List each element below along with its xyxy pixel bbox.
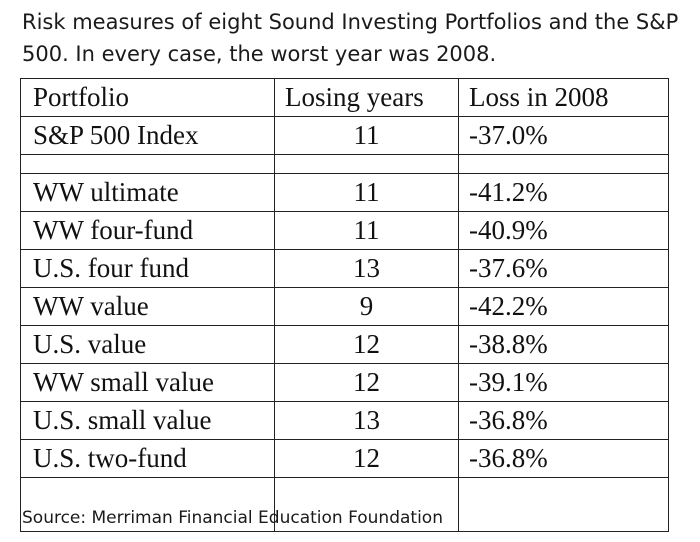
risk-measures-table: Portfolio Losing years Loss in 2008 S&P … <box>20 78 669 532</box>
losing-years-value: 12 <box>274 325 459 364</box>
loss-2008-value: -42.2% <box>458 287 669 326</box>
empty-cell <box>274 477 459 532</box>
portfolio-name: WW small value <box>20 363 275 402</box>
losing-years-value: 13 <box>274 401 459 440</box>
empty-cell <box>458 477 669 532</box>
table-caption: Risk measures of eight Sound Investing P… <box>22 10 679 66</box>
empty-cell <box>20 477 275 532</box>
loss-2008-value: -41.2% <box>458 173 669 212</box>
losing-years-value: 9 <box>274 287 459 326</box>
loss-2008-value: -39.1% <box>458 363 669 402</box>
losing-years-value: 12 <box>274 363 459 402</box>
losing-years-value: 12 <box>274 439 459 478</box>
benchmark-loss-2008: -37.0% <box>458 116 669 155</box>
spacer-cell <box>458 154 669 174</box>
loss-2008-value: -36.8% <box>458 401 669 440</box>
spacer-cell <box>274 154 459 174</box>
column-header-portfolio: Portfolio <box>20 78 275 117</box>
header-row: Portfolio Losing years Loss in 2008 <box>20 78 669 117</box>
table-row: WW small value 12 -39.1% <box>20 363 669 402</box>
spacer-cell <box>20 154 275 174</box>
table-row: WW value 9 -42.2% <box>20 287 669 326</box>
benchmark-portfolio: S&P 500 Index <box>20 116 275 155</box>
column-header-loss-2008: Loss in 2008 <box>458 78 669 117</box>
table-row: WW ultimate 11 -41.2% <box>20 173 669 212</box>
portfolio-name: U.S. value <box>20 325 275 364</box>
losing-years-value: 11 <box>274 211 459 250</box>
loss-2008-value: -36.8% <box>458 439 669 478</box>
portfolio-name: U.S. four fund <box>20 249 275 288</box>
trailing-empty-row <box>20 477 669 532</box>
table-row: WW four-fund 11 -40.9% <box>20 211 669 250</box>
loss-2008-value: -37.6% <box>458 249 669 288</box>
benchmark-row: S&P 500 Index 11 -37.0% <box>20 116 669 155</box>
portfolio-name: U.S. small value <box>20 401 275 440</box>
portfolio-name: WW value <box>20 287 275 326</box>
table-row: U.S. four fund 13 -37.6% <box>20 249 669 288</box>
table-row: U.S. value 12 -38.8% <box>20 325 669 364</box>
table-row: U.S. small value 13 -36.8% <box>20 401 669 440</box>
loss-2008-value: -40.9% <box>458 211 669 250</box>
spacer-row <box>20 154 669 174</box>
portfolio-name: WW four-fund <box>20 211 275 250</box>
portfolio-name: U.S. two-fund <box>20 439 275 478</box>
table-row: U.S. two-fund 12 -36.8% <box>20 439 669 478</box>
column-header-losing-years: Losing years <box>274 78 459 117</box>
losing-years-value: 13 <box>274 249 459 288</box>
loss-2008-value: -38.8% <box>458 325 669 364</box>
benchmark-losing-years: 11 <box>274 116 459 155</box>
losing-years-value: 11 <box>274 173 459 212</box>
source-note: Source: Merriman Financial Education Fou… <box>22 508 443 528</box>
portfolio-name: WW ultimate <box>20 173 275 212</box>
